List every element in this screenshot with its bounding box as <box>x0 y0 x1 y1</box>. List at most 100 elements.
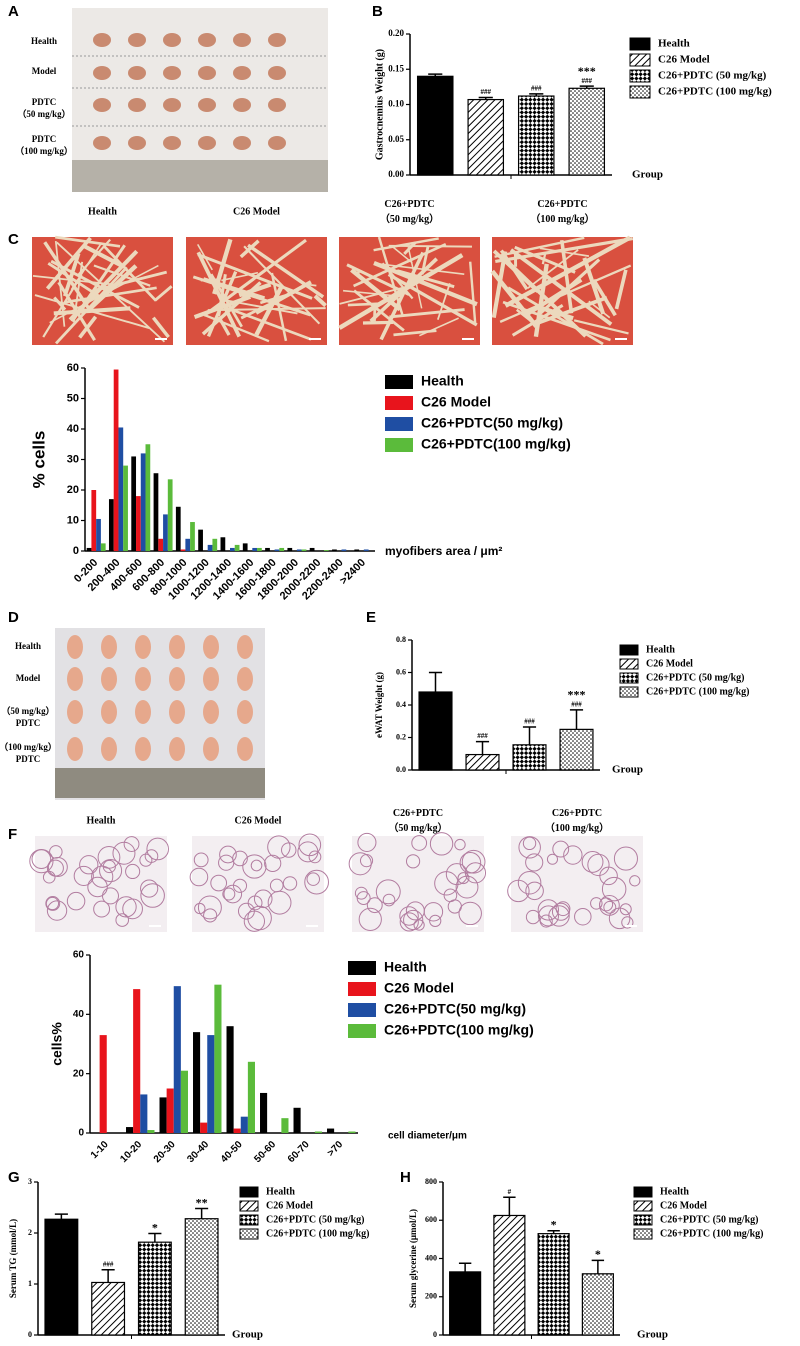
bar <box>323 550 329 551</box>
fiber-border <box>373 260 478 307</box>
bar <box>147 1130 155 1133</box>
legend-swatch <box>633 1200 653 1212</box>
y-axis-label: cells% <box>49 1022 65 1066</box>
bar <box>354 549 360 551</box>
fiber-border <box>573 319 629 335</box>
ruler <box>72 160 328 192</box>
y-tick-label: 400 <box>425 1253 437 1262</box>
adipocyte <box>382 893 396 907</box>
adipocyte <box>574 907 592 926</box>
fiber-border <box>93 270 168 292</box>
adipocyte <box>250 859 263 872</box>
panel-letter: C <box>8 231 19 248</box>
annotation: ### <box>481 88 492 96</box>
fiber-border <box>76 238 111 277</box>
y-tick-label: 0 <box>433 1330 437 1339</box>
error-bar <box>579 85 594 89</box>
legend-label: C26+PDTC (50 mg/kg) <box>658 70 767 82</box>
adipocyte <box>45 896 61 911</box>
tissue <box>169 635 185 659</box>
legend-label: Health <box>660 1186 689 1197</box>
fiber-border <box>527 249 579 289</box>
fiber-border <box>243 245 321 325</box>
adipocyte <box>587 853 610 877</box>
fiber-border <box>393 329 437 337</box>
adipocyte <box>308 850 322 864</box>
caption: C26+PDTC <box>393 808 443 819</box>
adipocyte <box>247 895 263 911</box>
y-tick-label: 20 <box>67 484 79 496</box>
adipocyte <box>112 841 136 865</box>
adipocyte <box>525 853 544 872</box>
fiber-border <box>93 264 151 287</box>
adipocyte <box>253 889 273 909</box>
adipocyte <box>306 872 321 886</box>
error-bar <box>195 1207 209 1219</box>
fiber-border <box>196 251 241 338</box>
bar <box>240 1116 248 1133</box>
y-tick-label: 30 <box>67 453 79 465</box>
bar <box>449 1271 482 1336</box>
bar <box>175 506 181 551</box>
adipocyte <box>193 852 209 868</box>
panel-letter: A <box>8 3 19 20</box>
y-tick-label: 0.4 <box>396 700 406 709</box>
tissue <box>93 98 111 112</box>
bar <box>193 1032 201 1133</box>
adipocyte <box>282 876 298 891</box>
row-label: Health <box>31 36 57 46</box>
adipocyte <box>87 876 108 898</box>
adipocyte <box>232 850 248 867</box>
bar <box>113 369 119 551</box>
fiber-border <box>502 300 611 342</box>
legend-swatch <box>633 1186 653 1198</box>
bar <box>207 544 213 551</box>
fiber-border <box>614 269 628 310</box>
x-tick-label: 1-10 <box>89 1139 111 1161</box>
adipocyte <box>413 919 425 931</box>
bar <box>99 1035 107 1133</box>
bar <box>137 1241 172 1336</box>
y-tick-label: 0.2 <box>396 732 406 741</box>
tissue <box>237 635 253 659</box>
legend-label: Health <box>646 644 675 655</box>
tissue <box>93 33 111 47</box>
bar <box>167 479 173 551</box>
fiber-border <box>151 316 170 339</box>
panel-letter: D <box>8 609 19 626</box>
adipocyte <box>522 836 537 851</box>
tissue <box>169 737 185 761</box>
bar <box>296 549 302 551</box>
fiber-border <box>494 236 585 258</box>
annotation: ### <box>477 732 488 740</box>
annotation: ### <box>531 85 542 93</box>
fiber-border <box>347 302 383 307</box>
legend-swatch <box>629 85 651 99</box>
adipocyte <box>358 907 382 931</box>
adipocyte <box>538 905 560 927</box>
y-axis-label: Serum TG (mmol/L) <box>8 1219 18 1298</box>
tissue <box>237 700 253 724</box>
tissue <box>67 667 83 691</box>
fiber-border <box>469 261 477 324</box>
y-tick-label: 0.00 <box>388 169 404 179</box>
bar <box>136 496 141 551</box>
fiber-border <box>491 251 508 318</box>
bar <box>190 522 195 551</box>
legend-label: C26+PDTC (100 mg/kg) <box>658 86 772 98</box>
legend-swatch <box>348 1024 376 1038</box>
annotation: ### <box>571 700 582 708</box>
bar <box>568 87 606 176</box>
error-bar <box>591 1259 605 1274</box>
adipocyte <box>366 897 383 914</box>
error-bar <box>428 671 443 692</box>
bar <box>180 1070 188 1133</box>
fiber-border <box>592 278 617 317</box>
error-bar <box>522 726 537 745</box>
x-tick-label: 60-70 <box>286 1139 312 1165</box>
row-label: PDTC <box>32 134 57 144</box>
adipocyte <box>269 878 284 893</box>
y-tick-label: 800 <box>425 1177 437 1186</box>
bar <box>242 543 248 551</box>
error-bar <box>569 709 584 730</box>
